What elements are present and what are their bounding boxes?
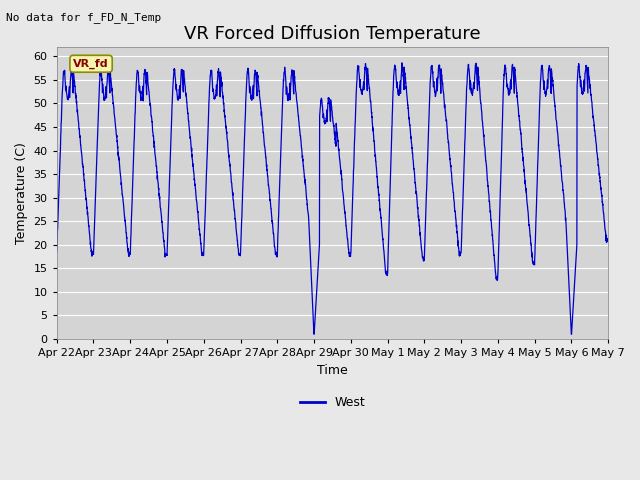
- Y-axis label: Temperature (C): Temperature (C): [15, 142, 28, 244]
- Text: VR_fd: VR_fd: [73, 59, 109, 69]
- Legend: West: West: [294, 392, 371, 415]
- X-axis label: Time: Time: [317, 363, 348, 376]
- Title: VR Forced Diffusion Temperature: VR Forced Diffusion Temperature: [184, 24, 481, 43]
- Text: No data for f_FD_N_Temp: No data for f_FD_N_Temp: [6, 12, 162, 23]
